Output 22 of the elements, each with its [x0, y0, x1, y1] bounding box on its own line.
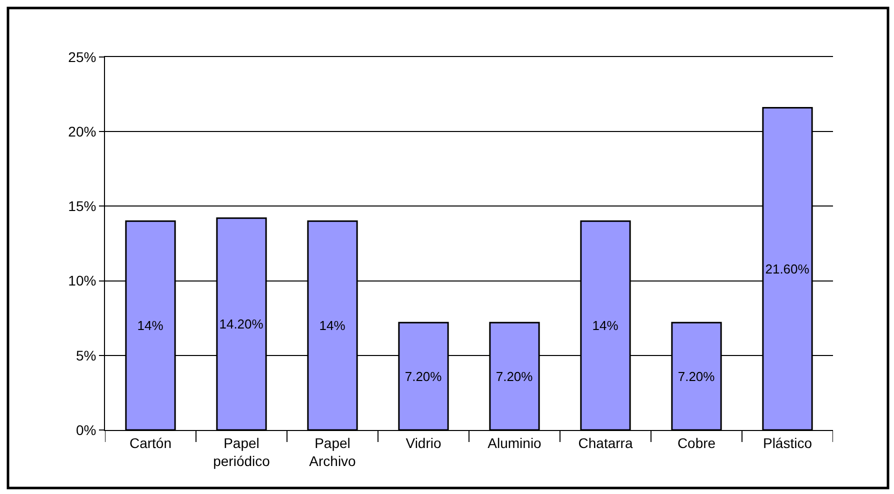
- x-tick-label: Aluminio: [488, 434, 542, 451]
- data-label: 21.60%: [765, 261, 810, 276]
- data-label: 14%: [137, 318, 164, 334]
- data-label: 7.20%: [496, 368, 534, 384]
- x-tick-label: Vidrio: [406, 434, 442, 451]
- y-tick-label: 5%: [76, 347, 96, 364]
- data-label: 7.20%: [404, 368, 442, 384]
- x-tick-label: Papel Archivo: [309, 434, 356, 469]
- data-label: 7.20%: [678, 368, 716, 384]
- x-tick-label: Cartón: [129, 434, 172, 451]
- y-tick-label: 25%: [68, 48, 96, 65]
- x-tick-label: Chatarra: [578, 434, 633, 451]
- x-tick-label: Papel periódico: [213, 434, 270, 469]
- x-tick-label: Plástico: [762, 434, 812, 451]
- y-tick-label: 10%: [68, 272, 96, 289]
- y-tick-label: 20%: [68, 124, 96, 140]
- y-tick-label: 15%: [68, 198, 96, 214]
- data-label: 14%: [592, 318, 619, 334]
- x-tick-label: Cobre: [677, 434, 716, 451]
- y-tick-label: 0%: [76, 422, 96, 438]
- data-label: 14.20%: [219, 316, 264, 332]
- data-label: 14%: [319, 318, 346, 334]
